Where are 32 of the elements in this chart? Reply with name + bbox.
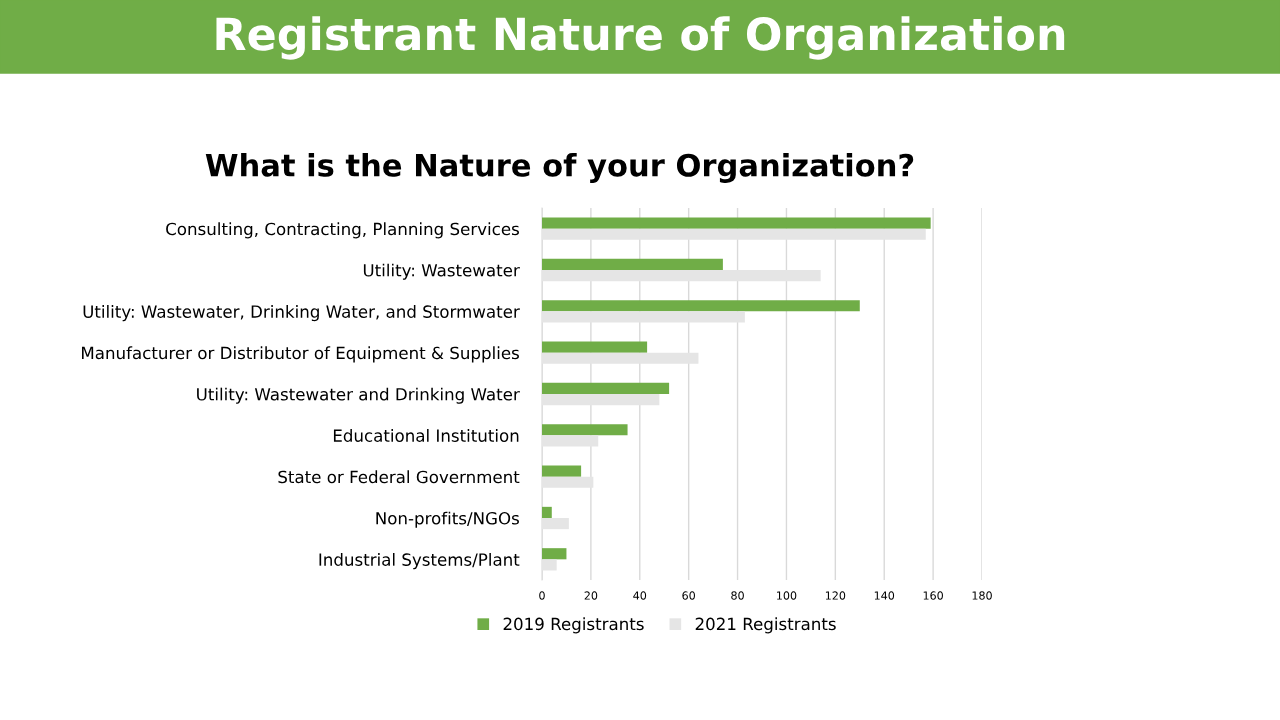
- chart-title: Registrant Nature of Organization: [216, 16, 1065, 60]
- bar: [542, 424, 628, 436]
- y-tick-label: Utility: Wastewater and Drinking Water: [197, 387, 520, 404]
- x-tick-label: 40: [633, 591, 647, 600]
- y-tick-label: Utility: Wastewater: [363, 263, 520, 280]
- bar: [542, 300, 860, 312]
- y-tick-label: Industrial Systems/Plant: [319, 553, 520, 570]
- x-tick-label: 120: [825, 591, 846, 600]
- x-tick-label: 180: [972, 591, 992, 600]
- y-tick-label: Utility: Wastewater, Drinking Water, and Stormwater: [83, 305, 520, 322]
- x-tick-label: 0: [539, 591, 545, 600]
- legend-label: 2021 Registrants: [695, 617, 836, 634]
- x-tick-label: 20: [584, 591, 598, 600]
- x-tick-label: 80: [731, 591, 744, 600]
- bar: [542, 382, 670, 394]
- y-tick-label: Educational Institution: [333, 429, 519, 442]
- bar: [542, 258, 723, 270]
- legend-label: 2019 Registrants: [503, 617, 644, 634]
- chart-subtitle: What is the Nature of your Organization?: [205, 153, 914, 183]
- x-tick-label: 160: [923, 591, 943, 600]
- y-tick-label: State or Federal Government: [278, 470, 520, 484]
- bar: [542, 465, 582, 477]
- x-tick-label: 60: [682, 591, 695, 600]
- bar: [542, 341, 648, 353]
- bar: [542, 548, 567, 560]
- y-tick-label: Non-profits/NGOs: [376, 511, 519, 528]
- bar: [542, 217, 931, 229]
- y-tick-label: Consulting, Contracting, Planning Services: [166, 222, 519, 239]
- y-tick-label: Manufacturer or Distributor of Equipment & Supplies: [82, 346, 519, 363]
- bar: [542, 506, 552, 518]
- x-tick-label: 140: [874, 591, 895, 600]
- x-tick-label: 100: [777, 591, 797, 600]
